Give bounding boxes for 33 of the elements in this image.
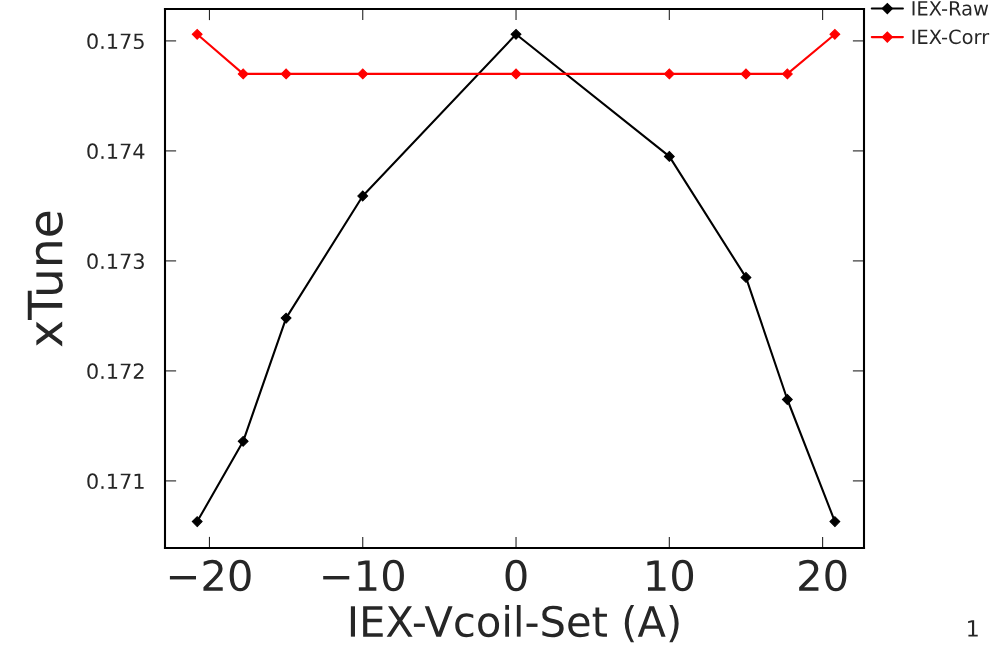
point [740, 271, 752, 283]
point [781, 68, 793, 80]
legend-label: IEX-Corr [912, 29, 990, 45]
legend-label: IEX-Raw [912, 1, 989, 16]
x-tick-label: −20 [169, 559, 251, 592]
point [280, 68, 292, 80]
y-tick-label: 0.171 [87, 473, 144, 490]
x-tick-label: 10 [647, 559, 694, 592]
y-tick-label: 0.173 [87, 253, 144, 270]
point [237, 435, 249, 447]
x-tick-label: −10 [323, 559, 404, 592]
point [510, 28, 522, 40]
point [829, 28, 841, 40]
point [663, 68, 675, 80]
point [237, 68, 249, 80]
x-axis-title: IEX-Vcoil-Set (A) [350, 604, 679, 643]
y-tick-label: 0.172 [87, 363, 144, 380]
point [829, 516, 841, 528]
point [740, 68, 752, 80]
y-axis-title: xTune [27, 211, 63, 347]
point [191, 28, 203, 40]
point [663, 150, 675, 162]
point [781, 394, 793, 405]
text: 1 [968, 620, 978, 637]
y-tick-label: 0.175 [87, 33, 144, 50]
point [510, 68, 522, 80]
point [357, 68, 369, 80]
y-tick-label: 0.174 [87, 143, 145, 160]
x-tick-label: 0 [505, 559, 527, 592]
point [357, 190, 369, 202]
point [280, 312, 292, 324]
x-tick-label: 20 [799, 559, 847, 592]
point [191, 516, 203, 528]
